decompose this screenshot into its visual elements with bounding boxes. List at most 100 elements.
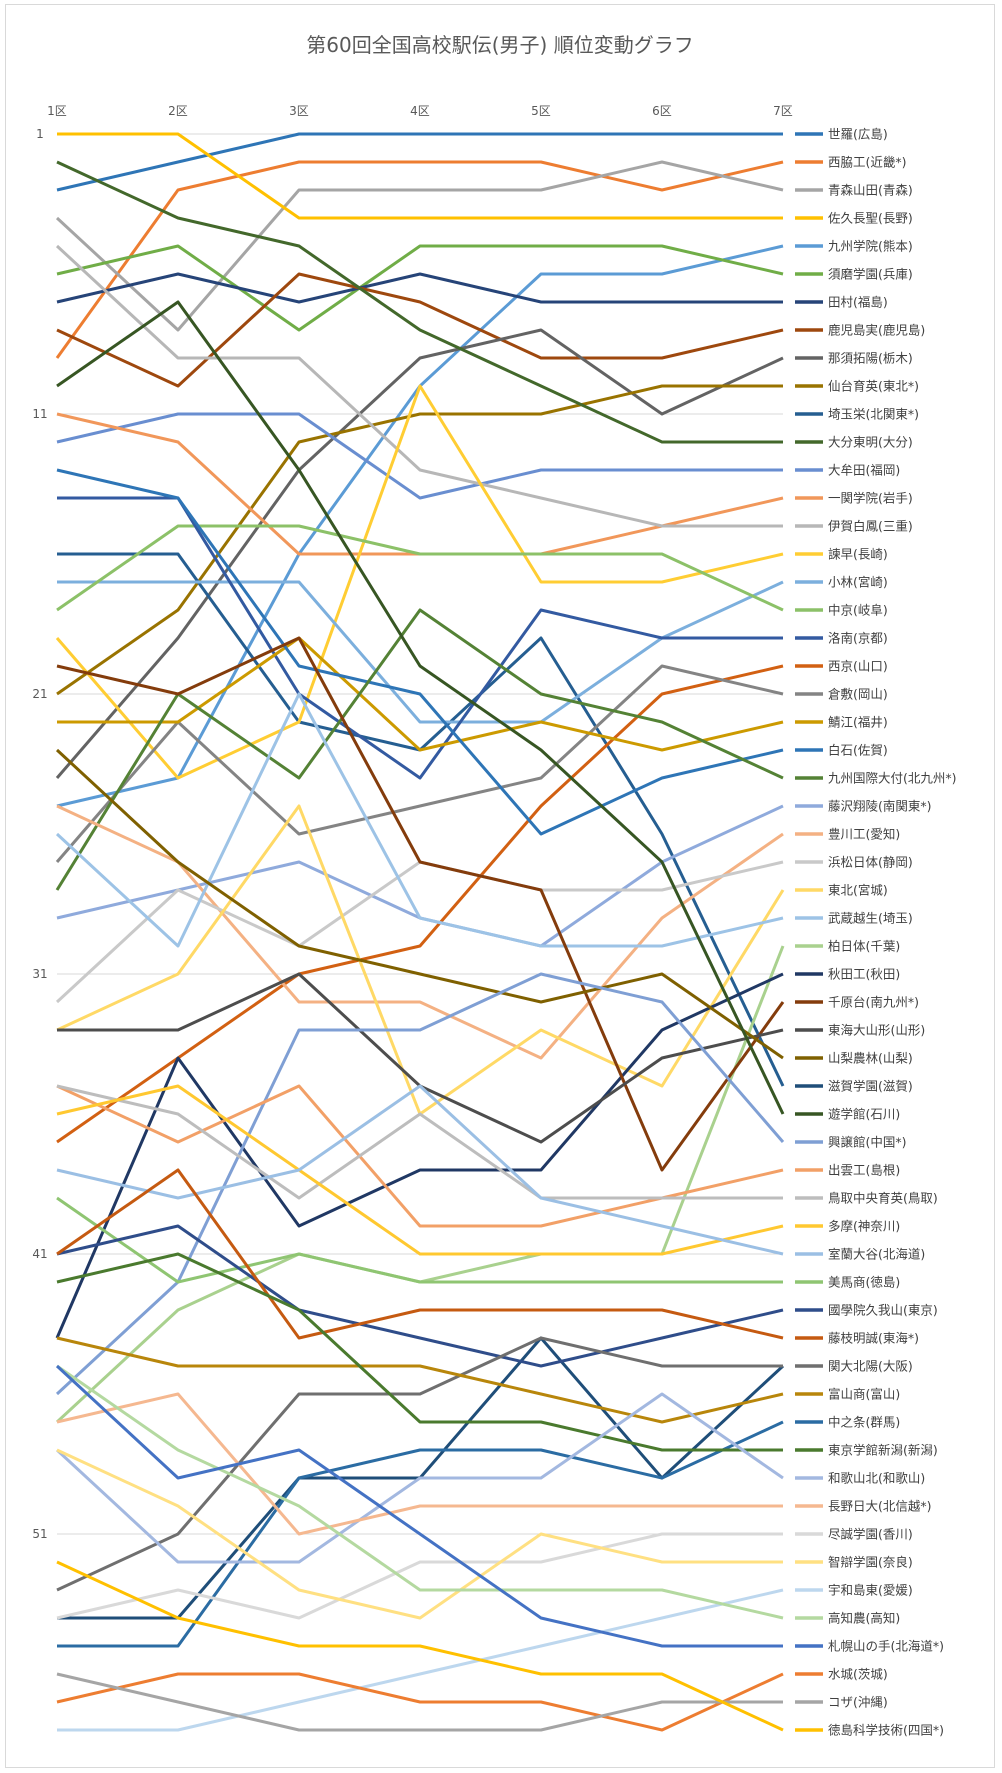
legend-label: 小林(宮崎) <box>828 575 888 590</box>
y-tick-label: 41 <box>32 1247 47 1261</box>
legend-label: 中京(岐阜) <box>828 603 888 618</box>
legend-label: 山梨農林(山梨) <box>828 1051 913 1066</box>
legend-label: 須磨学園(兵庫) <box>828 267 913 282</box>
series-line <box>56 272 784 388</box>
chart-frame <box>5 4 995 1768</box>
legend-label: 柏日体(千葉) <box>828 939 900 954</box>
legend-label: 浜松日体(静岡) <box>828 855 913 870</box>
series-line <box>55 328 784 779</box>
series-line <box>56 300 785 1115</box>
legend-label: 東海大山形(山形) <box>828 1023 925 1038</box>
series-line <box>56 804 784 1060</box>
y-tick-label: 1 <box>36 127 44 141</box>
series-line <box>56 1336 783 1592</box>
series-line <box>56 1364 784 1620</box>
legend-label: 水城(茨城) <box>828 1667 888 1682</box>
series-line <box>56 1252 783 1452</box>
series-line <box>56 636 785 1172</box>
x-tick-label: 3区 <box>289 104 309 118</box>
legend-label: 滋賀学園(滋賀) <box>828 1079 913 1094</box>
series-line <box>55 972 785 1396</box>
legend-label: 豊川工(愛知) <box>828 827 900 842</box>
series-line <box>57 1588 784 1732</box>
series-line <box>56 524 784 612</box>
x-tick-label: 2区 <box>168 104 188 118</box>
series-line <box>56 244 784 332</box>
series-lines <box>55 132 785 1732</box>
series-line <box>56 1672 784 1732</box>
legend-label: 宇和島東(愛媛) <box>828 1583 913 1598</box>
legend-label: 高知農(高知) <box>828 1611 900 1626</box>
series-line <box>56 1392 783 1536</box>
series-line <box>56 384 783 696</box>
legend: 世羅(広島) 西脇工(近畿*) 青森山田(青森) 佐久長聖(長野) 九州学院(熊本) 須磨… <box>795 127 957 1738</box>
legend-label: 鳥取中央育英(鳥取) <box>828 1191 938 1206</box>
series-line <box>56 1672 783 1732</box>
series-line <box>56 468 784 836</box>
legend-label: 和歌山北(和歌山) <box>828 1471 925 1486</box>
legend-label: 徳島科学技術(四国*) <box>828 1723 944 1738</box>
series-line <box>56 1084 784 1228</box>
series-line <box>57 972 784 1144</box>
legend-label: 大分東明(大分) <box>828 435 913 450</box>
legend-label: 九州学院(熊本) <box>828 239 913 254</box>
legend-label: 室蘭大谷(北海道) <box>828 1247 925 1262</box>
legend-label: 秋田工(秋田) <box>828 967 900 982</box>
legend-label: 札幌山の手(北海道*) <box>828 1639 944 1654</box>
legend-label: 関大北陽(大阪) <box>828 1359 913 1374</box>
legend-label: 興譲館(中国*) <box>828 1135 907 1150</box>
series-line <box>55 160 784 359</box>
chart-title: 第60回全国高校駅伝(男子) 順位変動グラフ <box>306 33 693 57</box>
legend-label: 青森山田(青森) <box>828 183 913 198</box>
series-line <box>56 1196 783 1284</box>
series-line <box>57 636 784 752</box>
legend-label: 那須拓陽(栃木) <box>828 351 913 366</box>
legend-label: 諫早(長崎) <box>828 547 888 562</box>
series-line <box>55 244 783 528</box>
series-line <box>56 1532 783 1620</box>
series-line <box>55 972 784 1339</box>
legend-label: 大牟田(福岡) <box>828 463 900 478</box>
legend-label: 白石(佐賀) <box>828 743 888 758</box>
legend-label: 出雲工(島根) <box>828 1163 900 1178</box>
legend-label: 世羅(広島) <box>828 127 888 142</box>
series-line <box>55 384 784 780</box>
legend-label: コザ(沖縄) <box>828 1695 888 1710</box>
x-tick-label: 6区 <box>652 104 672 118</box>
legend-label: 西脇工(近畿*) <box>828 155 907 170</box>
series-line <box>56 1084 784 1256</box>
series-line <box>55 160 784 332</box>
legend-label: 鹿児島実(鹿児島) <box>828 323 925 338</box>
legend-label: 智辯学園(奈良) <box>828 1555 913 1570</box>
legend-label: 遊学館(石川) <box>828 1107 900 1122</box>
legend-label: 伊賀白鳳(三重) <box>828 519 913 534</box>
series-line <box>56 804 784 948</box>
series-line <box>56 1084 784 1256</box>
legend-label: 倉敷(岡山) <box>828 687 888 702</box>
legend-label: 富山商(富山) <box>828 1387 900 1402</box>
legend-label: 田村(福島) <box>828 295 888 310</box>
series-line <box>56 1084 783 1200</box>
legend-label: 國學院久我山(東京) <box>828 1303 938 1318</box>
legend-label: 藤沢翔陵(南関東*) <box>828 799 932 814</box>
series-line <box>56 1224 784 1368</box>
series-line <box>56 132 783 192</box>
series-line <box>55 692 784 948</box>
series-line <box>55 748 784 1060</box>
series-line <box>55 1364 783 1648</box>
legend-label: 西京(山口) <box>828 659 888 674</box>
legend-label: 仙台育英(東北*) <box>828 379 919 394</box>
y-tick-label: 31 <box>32 967 47 981</box>
legend-label: 九州国際大付(北九州*) <box>828 771 957 786</box>
legend-label: 埼玉栄(北関東*) <box>828 407 919 422</box>
legend-label: 一関学院(岩手) <box>828 491 913 506</box>
legend-label: 東京学館新潟(新潟) <box>828 1443 938 1458</box>
legend-label: 尽誠学園(香川) <box>828 1527 913 1542</box>
series-line <box>56 1168 784 1340</box>
legend-label: 美馬商(徳島) <box>828 1275 900 1290</box>
legend-label: 多摩(神奈川) <box>828 1219 900 1234</box>
legend-label: 佐久長聖(長野) <box>828 211 913 226</box>
legend-label: 長野日大(北信越*) <box>828 1499 932 1514</box>
series-line <box>56 1560 784 1732</box>
